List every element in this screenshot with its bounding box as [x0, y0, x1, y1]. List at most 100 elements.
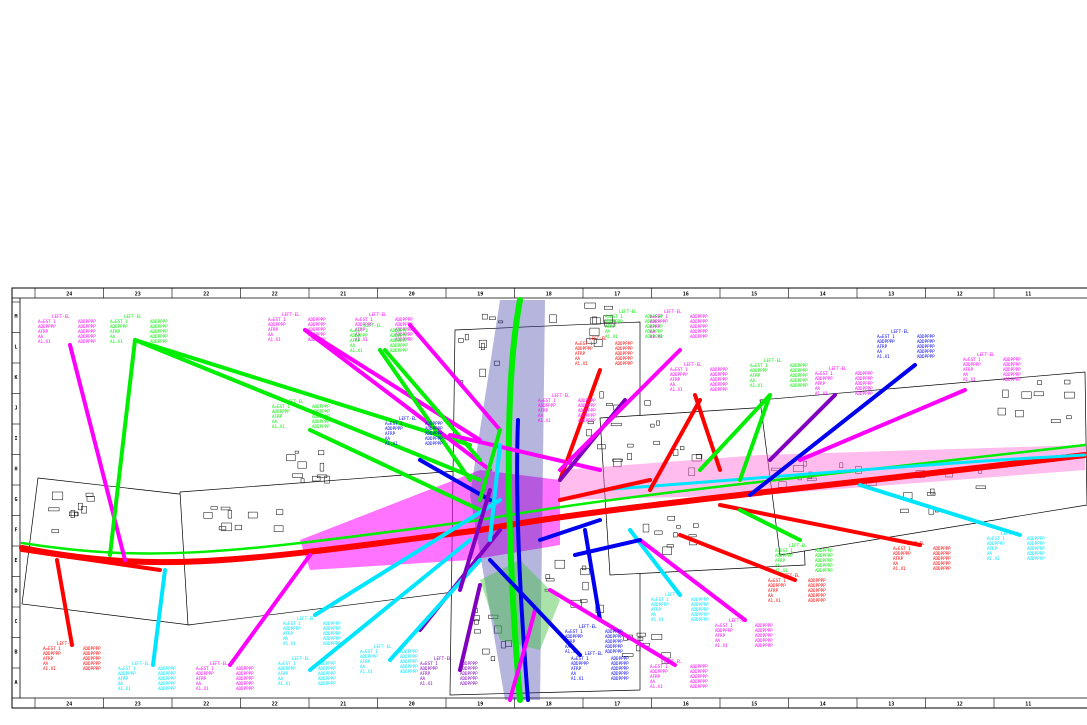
- building-outline: [637, 637, 644, 641]
- callout-text: ADDPPPP: [575, 346, 593, 351]
- callout-text: A1.X1: [571, 676, 584, 681]
- callout-text: ADDPPPP: [605, 649, 623, 654]
- callout-text: ADDPPPP: [118, 671, 136, 676]
- callout-text: AFRP: [350, 338, 361, 343]
- callout-text: AA: [650, 679, 656, 684]
- callout-text: LEFT-EL: [57, 641, 75, 646]
- building-outline: [589, 317, 601, 325]
- callout-text: ADDPPPP: [395, 327, 413, 332]
- callout-text: ADDPPPP: [158, 681, 176, 686]
- callout-text: A1.X1: [650, 684, 663, 689]
- callout-text: ADDPPPP: [611, 676, 629, 681]
- building-outline: [488, 614, 499, 619]
- grid-top-labels: 24 23 22 22 21 20 19 18 17 16 15 14 13 12 11: [66, 292, 1031, 298]
- callout-text: ADDPPPP: [236, 686, 254, 691]
- callout-text: ADDPPPP: [755, 623, 773, 628]
- callout-text: AA: [385, 436, 391, 441]
- callout-text: A=EST 1: [750, 363, 768, 368]
- grid-bottom-labels: 24 23 22 22 21 20 19 18 17 16 15 14 13 12 11: [66, 702, 1031, 708]
- building-outline: [587, 421, 594, 425]
- grid-column-label: 24: [66, 702, 72, 708]
- callout-text: A=EST 1: [670, 367, 688, 372]
- building-outline: [1037, 380, 1042, 385]
- callout-text: ADDPPPP: [650, 669, 668, 674]
- callout-text: A1.X1: [278, 681, 291, 686]
- callout-text: ADDPPPP: [917, 354, 935, 359]
- callout-text: A1.X1: [38, 339, 51, 344]
- building-outline: [688, 467, 696, 476]
- callout-text: LEFT-EL: [664, 659, 682, 664]
- callout-text: ADDPPPP: [308, 317, 326, 322]
- callout-text: ADDPPPP: [615, 356, 633, 361]
- leader-line-magenta: [408, 323, 502, 432]
- building-outline: [478, 339, 487, 348]
- callout-text: ADDPPPP: [808, 598, 826, 603]
- building-outline: [691, 454, 702, 462]
- callout-text: A1.X1: [650, 334, 663, 339]
- leader-line-blue: [583, 528, 602, 622]
- building-outline: [580, 568, 590, 576]
- leader-line-cyan: [488, 443, 502, 542]
- callout-text: ADDPPPP: [710, 387, 728, 392]
- callout-text: ADDPPPP: [312, 414, 330, 419]
- callout-text: A=EST 1: [110, 319, 128, 324]
- callout-text: A=EST 1: [571, 656, 589, 661]
- callout-text: ADDPPPP: [1027, 541, 1045, 546]
- grid-row-label: J: [14, 406, 17, 412]
- callout-text: ADDPPPP: [690, 679, 708, 684]
- callout-text: A1.X1: [775, 568, 788, 573]
- callout-text: A1.X1: [963, 377, 976, 382]
- callout-text: AA: [605, 329, 611, 334]
- building-outline: [695, 454, 703, 459]
- callout-text: AFRP: [650, 674, 661, 679]
- callout-text: A=EST 1: [651, 597, 669, 602]
- callout-text: ADDPPPP: [815, 548, 833, 553]
- leader-line-green: [698, 393, 772, 472]
- grid-column-label: 18: [546, 702, 552, 708]
- callout-text: A1.X1: [651, 617, 664, 622]
- callout-text: ADDPPPP: [308, 322, 326, 327]
- callout-text: A=EST 1: [768, 578, 786, 583]
- building-outline: [489, 316, 496, 320]
- callout-text: LEFT-EL: [374, 644, 392, 649]
- callout-text: AA: [775, 563, 781, 568]
- callout-text: ADDPPPP: [815, 376, 833, 381]
- leader-line-green: [108, 338, 137, 557]
- callout-text: LEFT-EL: [399, 416, 417, 421]
- building-outline: [319, 462, 325, 472]
- grid-column-label: 19: [477, 292, 483, 298]
- callout-text: A1.X1: [538, 418, 551, 423]
- callout-text: A=EST 1: [987, 536, 1005, 541]
- callout-text: ADDPPPP: [690, 664, 708, 669]
- callout-text: LEFT-EL: [619, 309, 637, 314]
- building-outline: [545, 578, 555, 582]
- callout-text: AFRP: [385, 431, 396, 436]
- callout-text: LEFT-EL: [907, 541, 925, 546]
- leader-line-red: [55, 558, 74, 647]
- callout-text: ADDPPPP: [420, 666, 438, 671]
- callout-text: ADDPPPP: [690, 334, 708, 339]
- building-outline: [579, 599, 588, 603]
- callout-text: ADDPPPP: [425, 426, 443, 431]
- callout-text: ADDPPPP: [1003, 357, 1021, 362]
- building-outline: [1002, 389, 1009, 398]
- building-outline: [673, 532, 678, 538]
- leader-line-blue: [748, 363, 917, 497]
- callout-text: ADDPPPP: [578, 418, 596, 423]
- leader-line-green: [308, 428, 482, 512]
- callout-text: A1.X1: [893, 566, 906, 571]
- callout-text: ADDPPPP: [645, 329, 663, 334]
- callout-text: AFRP: [605, 324, 616, 329]
- grid-column-label: 23: [135, 702, 141, 708]
- callout-text: ADDPPPP: [460, 661, 478, 666]
- callout-text: AA: [538, 413, 544, 418]
- callout-text: ADDPPPP: [395, 322, 413, 327]
- callout-text: ADDPPPP: [578, 403, 596, 408]
- callout-text: AA: [43, 661, 49, 666]
- callout-text: A=EST 1: [538, 398, 556, 403]
- callout-text: LEFT-EL: [297, 616, 315, 621]
